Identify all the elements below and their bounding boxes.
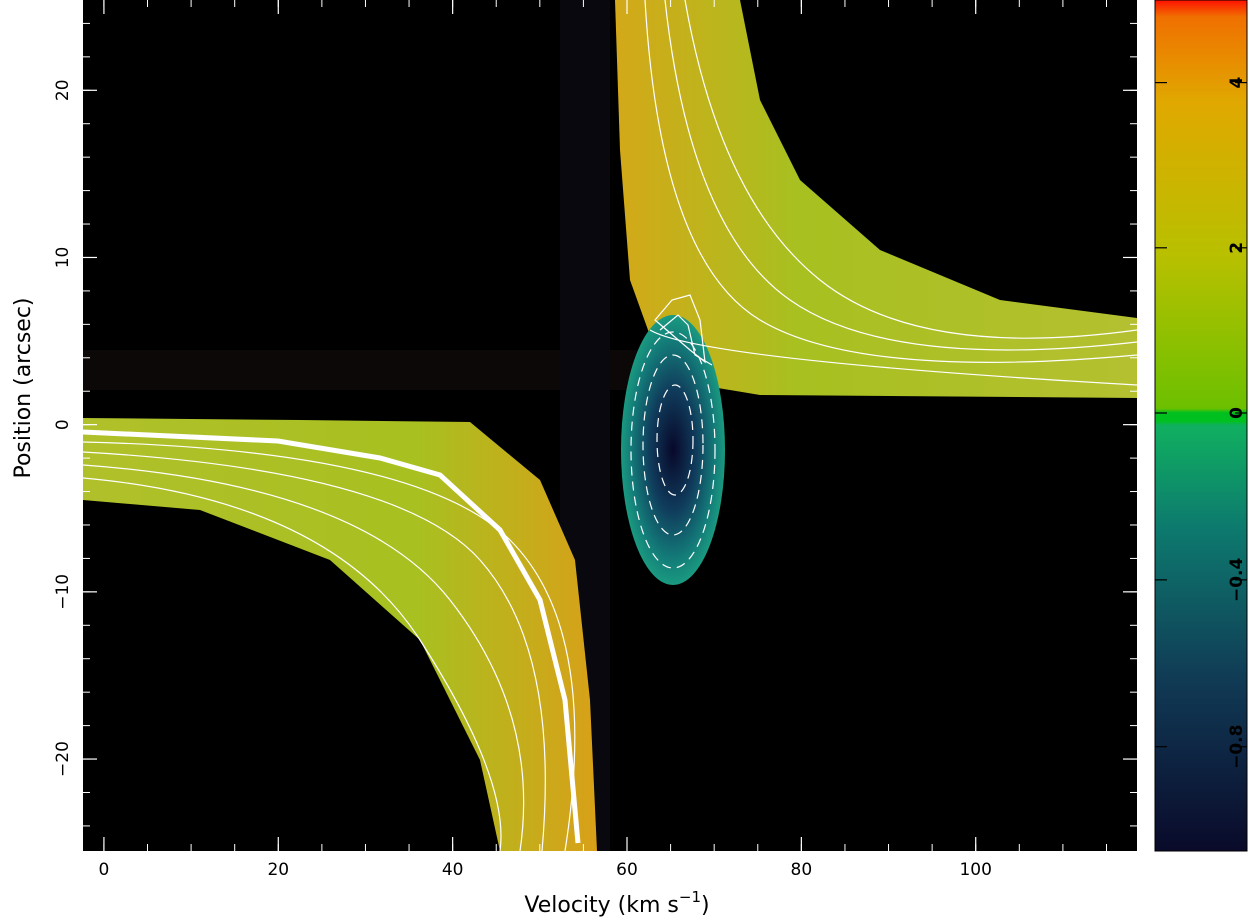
contour [642, 354, 704, 536]
y-axis-label: Position (arcsec) [11, 297, 36, 478]
colorbar-tick-label: −0.8 [1227, 725, 1247, 769]
contour [83, 477, 502, 851]
emission-band [83, 418, 597, 851]
contour [630, 331, 716, 569]
contour [644, 0, 1137, 363]
x-tick-label: 20 [267, 860, 289, 880]
rotation-curve [83, 429, 581, 844]
y-tick-label: −20 [53, 741, 73, 777]
negative-contours [630, 331, 716, 569]
colorbar-tick-label: 4 [1227, 77, 1247, 89]
colorbar-tick-label: −0.4 [1227, 558, 1247, 603]
x-axis-label: Velocity (km s−1) [524, 888, 709, 918]
contour [659, 314, 713, 366]
axes: 0 20 40 60 80 100 −20 −10 0 10 20 −0.8 −0.4 0 2 4 [53, 0, 1248, 880]
absorption-feature [621, 315, 725, 585]
colorbar-tick-label: 0 [1227, 407, 1247, 419]
x-tick-label: 60 [616, 860, 638, 880]
contour [664, 0, 1137, 351]
contour [656, 384, 694, 496]
y-tick-label: 10 [53, 247, 73, 269]
x-axis-label-text: Velocity (km s [524, 893, 679, 918]
contour [83, 464, 525, 851]
colorbar [1155, 0, 1247, 851]
emission-band [615, 0, 1137, 398]
y-tick-label: −10 [53, 574, 73, 610]
x-tick-label: 80 [791, 860, 813, 880]
colorbar-frame [1154, 0, 1248, 852]
y-tick-label: 0 [53, 419, 73, 430]
contours [83, 0, 1137, 851]
colorbar-tick-label: 2 [1227, 242, 1247, 254]
contour [654, 294, 706, 364]
x-tick-label: 100 [959, 860, 991, 880]
plot-area [83, 0, 1137, 851]
y-tick-label: 20 [53, 79, 73, 101]
contour [684, 0, 1137, 339]
x-tick-label: 0 [99, 860, 110, 880]
contour [649, 329, 1137, 386]
x-axis-label-text: ) [701, 893, 710, 918]
contour [83, 451, 546, 851]
x-tick-label: 40 [442, 860, 464, 880]
x-axis-label-superscript: −1 [679, 888, 701, 906]
